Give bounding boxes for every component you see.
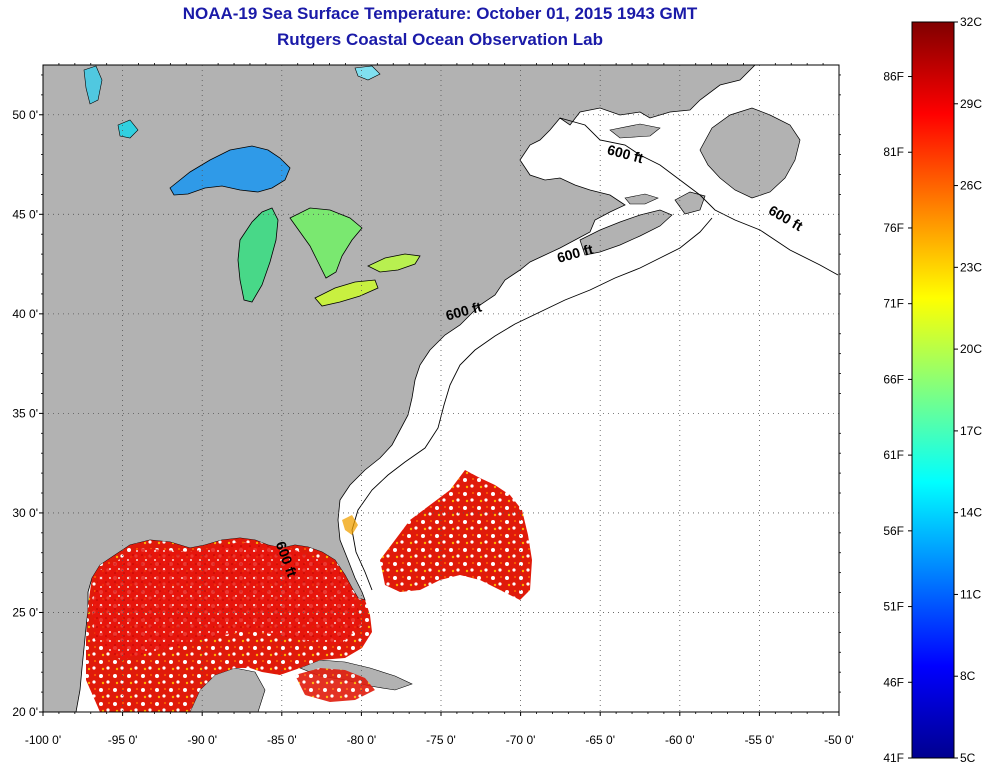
latitude-axis: 50 0' 45 0' 40 0' 35 0' 30 0' 25 0' 20 0'	[12, 74, 841, 719]
lake-erie	[314, 279, 379, 307]
lake-ontario	[367, 253, 421, 273]
lake-north-patch	[83, 65, 103, 105]
colorbar-c-label: 5C	[960, 751, 976, 765]
lon-tick-label: -50 0'	[824, 733, 854, 747]
map-subtitle: Rutgers Coastal Ocean Observation Lab	[277, 30, 603, 49]
land-newfoundland	[699, 107, 801, 199]
colorbar-fahrenheit-labels: 86F 81F 76F 71F 66F 61F 56F 51F 46F 41F	[883, 70, 912, 765]
lat-tick-label: 25 0'	[12, 605, 38, 619]
lake-michigan	[237, 207, 279, 303]
colorbar-c-label: 23C	[960, 260, 982, 274]
colorbar-f-label: 46F	[883, 675, 904, 689]
land-anticosti	[609, 123, 661, 139]
lat-tick-label: 35 0'	[12, 406, 38, 420]
colorbar-f-label: 51F	[883, 600, 904, 614]
land-pei	[624, 193, 659, 205]
colorbar-f-label: 56F	[883, 524, 904, 538]
colorbar-c-label: 14C	[960, 506, 982, 520]
lon-tick-label: -70 0'	[506, 733, 536, 747]
contour-600ft	[351, 117, 839, 591]
lon-tick-label: -55 0'	[745, 733, 775, 747]
colorbar-f-label: 81F	[883, 145, 904, 159]
lake-north-patch-2	[354, 65, 381, 81]
lake-nipigon	[117, 119, 139, 139]
map-title: NOAA-19 Sea Surface Temperature: October…	[182, 4, 698, 23]
lat-tick-label: 45 0'	[12, 207, 38, 221]
colorbar-c-label: 20C	[960, 342, 982, 356]
colorbar-c-label: 32C	[960, 15, 982, 29]
lake-superior	[169, 145, 291, 196]
lon-tick-label: -100 0'	[25, 733, 61, 747]
colorbar-c-label: 26C	[960, 179, 982, 193]
colorbar-c-label: 8C	[960, 669, 976, 683]
lat-tick-label: 20 0'	[12, 705, 38, 719]
sst-gulf-dense	[92, 542, 362, 660]
colorbar-f-label: 86F	[883, 70, 904, 84]
colorbar-celsius-labels: 32C 29C 26C 23C 20C 17C 14C 11C 8C 5C	[954, 15, 982, 765]
lon-tick-label: -85 0'	[267, 733, 297, 747]
lon-tick-label: -95 0'	[108, 733, 138, 747]
lat-tick-label: 50 0'	[12, 108, 38, 122]
lon-tick-label: -80 0'	[347, 733, 377, 747]
sst-atlantic-patch	[380, 470, 532, 600]
lon-tick-label: -60 0'	[665, 733, 695, 747]
lon-tick-label: -65 0'	[585, 733, 615, 747]
colorbar-f-label: 76F	[883, 221, 904, 235]
colorbar-c-label: 11C	[960, 587, 981, 601]
colorbar-f-label: 61F	[883, 448, 904, 462]
colorbar-c-label: 17C	[960, 424, 982, 438]
lat-tick-label: 30 0'	[12, 506, 38, 520]
colorbar-c-label: 29C	[960, 97, 982, 111]
lon-tick-label: -75 0'	[426, 733, 456, 747]
colorbar-f-label: 66F	[883, 372, 904, 386]
lon-tick-label: -90 0'	[187, 733, 217, 747]
sst-florida-east	[342, 515, 358, 535]
sst-caribbean-patch	[295, 668, 375, 702]
land-nova-scotia	[579, 209, 673, 256]
lake-huron	[289, 207, 363, 279]
longitude-axis: -100 0' -95 0' -90 0' -85 0' -80 0' -75 0' -70…	[25, 63, 854, 747]
colorbar	[911, 21, 955, 759]
land-cape-breton	[674, 191, 706, 215]
colorbar-f-label: 41F	[883, 751, 904, 765]
lat-tick-label: 40 0'	[12, 307, 38, 321]
colorbar-f-label: 71F	[883, 297, 904, 311]
